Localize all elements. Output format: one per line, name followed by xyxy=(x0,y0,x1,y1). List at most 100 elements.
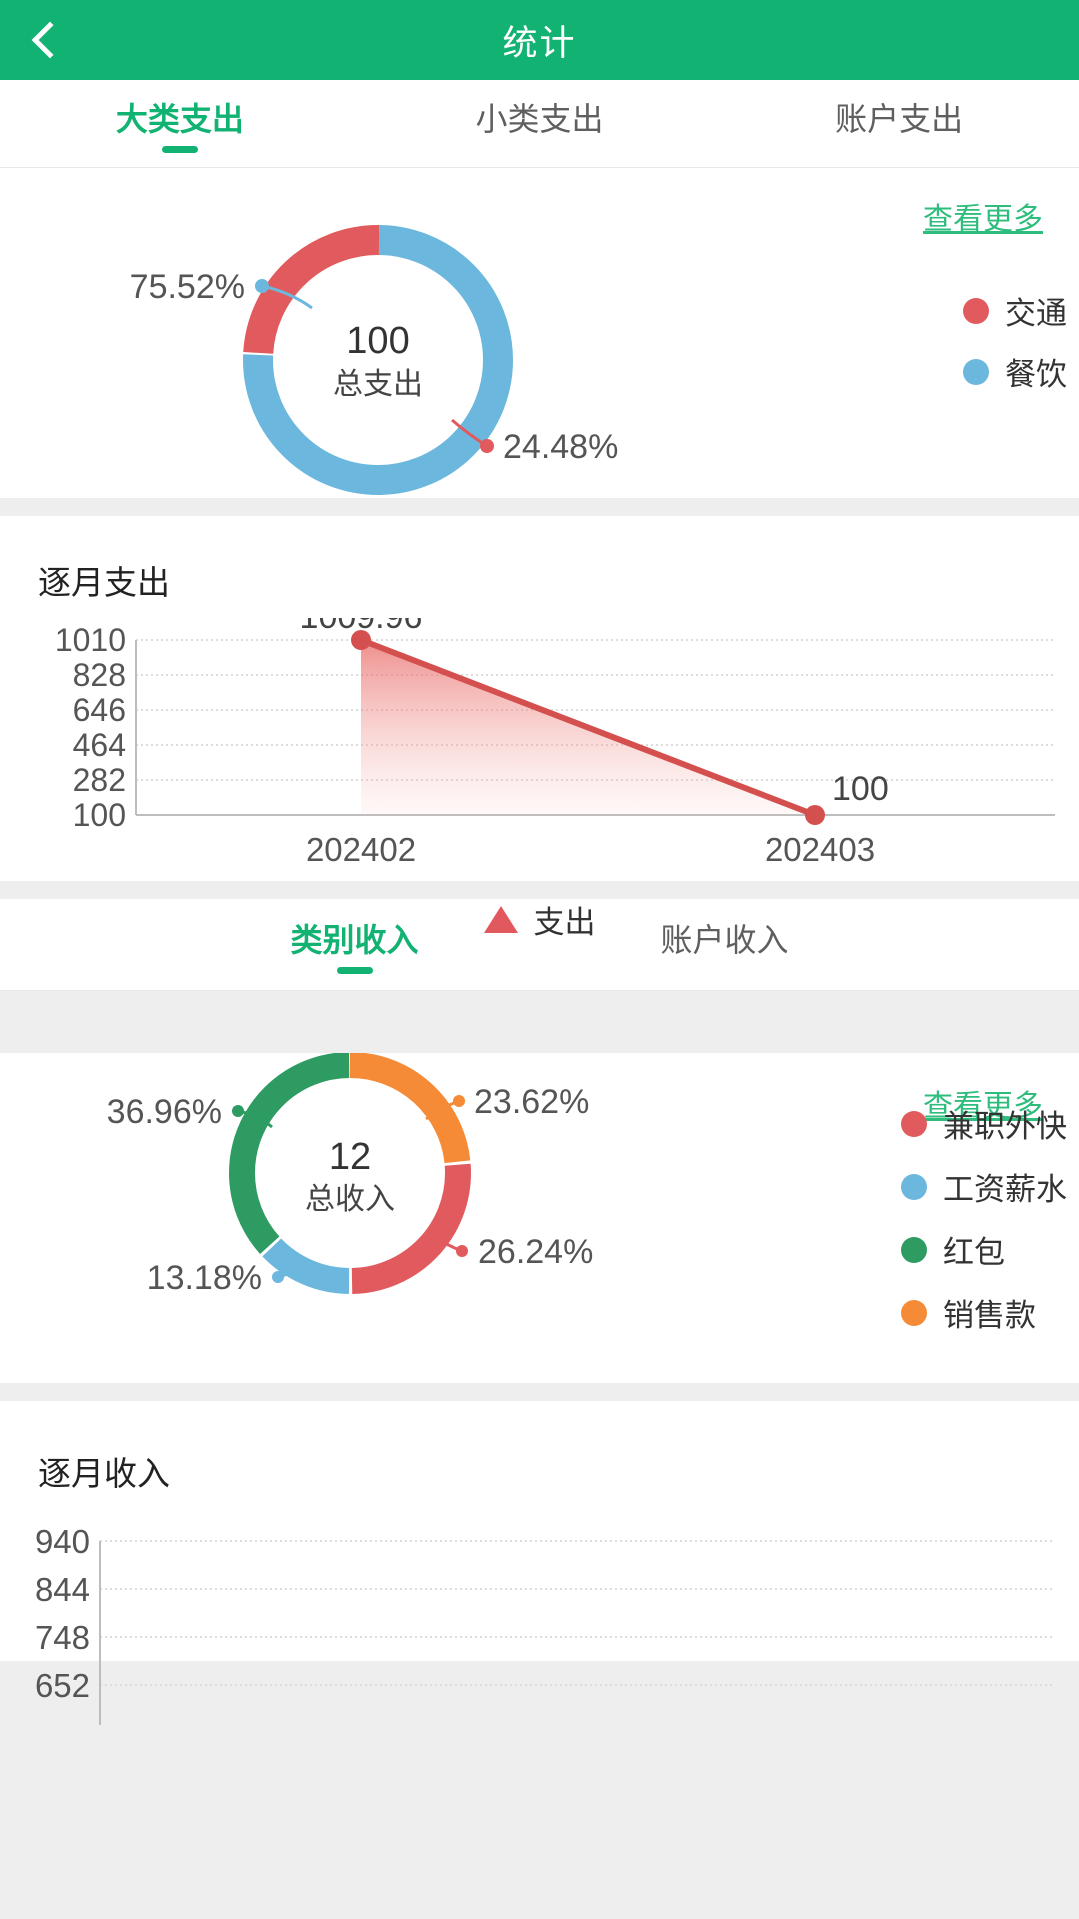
app-header: 统计 xyxy=(0,0,1079,80)
income-donut-legend: 兼职外快 工资薪水 红包 销售款 xyxy=(901,1101,1067,1335)
expense-donut-svg: 75.52% 24.48% 100 总支出 xyxy=(130,225,618,495)
monthly-expense-legend: 支出 xyxy=(0,883,1079,976)
legend-label: 红包 xyxy=(943,1235,1005,1270)
x-tick-label: 202402 xyxy=(306,831,416,868)
legend-label: 餐饮 xyxy=(1005,357,1067,392)
y-tick-label: 1010 xyxy=(55,622,126,658)
tab-underline xyxy=(707,967,743,974)
income-tabbar: 类别收入 账户收入 xyxy=(0,899,1079,991)
monthly-income-card: 逐月收入 940 844 748 652 xyxy=(0,1401,1079,1725)
donut-center-value: 12 xyxy=(329,1136,371,1178)
donut-center-label: 总收入 xyxy=(305,1183,395,1216)
monthly-expense-title: 逐月支出 xyxy=(38,564,170,601)
donut-slice-dining xyxy=(243,225,513,495)
y-tick-label: 282 xyxy=(73,762,126,798)
legend-item[interactable]: 工资薪水 xyxy=(901,1164,1067,1209)
tab-label: 类别收入 xyxy=(290,922,419,958)
legend-dot-icon xyxy=(963,297,989,324)
section-divider xyxy=(0,1383,1079,1401)
data-line xyxy=(359,637,817,818)
legend-item[interactable]: 红包 xyxy=(901,1227,1067,1272)
donut-label-transport-pct: 24.48% xyxy=(503,428,618,466)
expense-donut-card: 查看更多 75.52% 24.48% 100 总支出 xyxy=(0,168,1079,498)
y-tick-label: 828 xyxy=(73,657,126,693)
tab-label: 小类支出 xyxy=(475,101,604,137)
tab-label: 大类支出 xyxy=(115,101,244,137)
legend-label: 支出 xyxy=(533,905,596,940)
y-tick-label: 940 xyxy=(35,1523,90,1560)
legend-item[interactable]: 销售款 xyxy=(901,1290,1067,1335)
leader-line-parttime xyxy=(431,1233,463,1253)
back-button[interactable] xyxy=(0,0,90,80)
donut-label-salary-pct: 13.18% xyxy=(147,1259,262,1297)
donut-label-redpacket-pct: 36.96% xyxy=(107,1093,222,1131)
monthly-expense-chart: 1010 828 646 464 282 100 1009.96 100 202… xyxy=(0,598,1079,940)
tab-underline xyxy=(881,146,917,153)
tab-underline xyxy=(522,146,558,153)
section-divider xyxy=(0,498,1079,516)
monthly-income-svg: 940 844 748 652 xyxy=(35,1523,1055,1725)
income-donut-card: 查看更多 23.62% 26.24% 13.18% xyxy=(0,1053,1079,1383)
tab-account-expense[interactable]: 账户支出 xyxy=(719,80,1079,167)
point-value-label: 1009.96 xyxy=(300,618,423,636)
legend-label: 兼职外快 xyxy=(943,1109,1067,1144)
donut-slice-transport xyxy=(243,225,513,495)
legend-dot-icon xyxy=(901,1110,927,1137)
legend-item[interactable]: 交通 xyxy=(963,288,1067,333)
tab-category-income[interactable]: 类别收入 xyxy=(235,899,475,990)
donut-center-value: 100 xyxy=(346,320,409,362)
y-tick-label: 748 xyxy=(35,1619,90,1656)
y-tick-label: 844 xyxy=(35,1571,90,1608)
monthly-income-title: 逐月收入 xyxy=(38,1455,170,1492)
expense-donut-chart: 75.52% 24.48% 100 总支出 交通 餐饮 xyxy=(0,168,1079,506)
monthly-income-chart: 940 844 748 652 xyxy=(0,1495,1079,1725)
point-value-label: 100 xyxy=(832,770,889,808)
legend-item[interactable]: 兼职外快 xyxy=(901,1101,1067,1146)
tab-sub-category-expense[interactable]: 小类支出 xyxy=(360,80,720,167)
leader-line-redpacket xyxy=(237,1109,273,1129)
back-chevron-icon xyxy=(31,21,69,59)
view-more-income-link[interactable]: 查看更多 xyxy=(923,1090,1043,1123)
section-divider xyxy=(0,881,1079,899)
donut-label-dining-pct: 75.52% xyxy=(130,268,245,306)
legend-label: 交通 xyxy=(1005,296,1067,331)
legend-dot-icon xyxy=(963,358,989,385)
legend-dot-icon xyxy=(901,1236,927,1263)
tab-label: 账户支出 xyxy=(835,101,964,137)
legend-dot-icon xyxy=(901,1299,927,1326)
income-donut-svg: 23.62% 26.24% 13.18% 36.96% 12 总收入 xyxy=(107,1053,593,1297)
leader-line-salary xyxy=(277,1261,307,1279)
donut-label-parttime-pct: 26.24% xyxy=(478,1233,593,1271)
view-more-expense-link[interactable]: 查看更多 xyxy=(923,203,1043,236)
y-tick-label: 652 xyxy=(35,1667,90,1704)
tab-underline xyxy=(161,146,198,153)
legend-label: 工资薪水 xyxy=(943,1172,1067,1207)
leader-line-transport xyxy=(451,418,488,448)
donut-center-label: 总支出 xyxy=(333,368,423,401)
tab-big-category-expense[interactable]: 大类支出 xyxy=(0,80,360,167)
triangle-marker-icon xyxy=(483,906,518,933)
leader-line-dining xyxy=(261,284,313,310)
expense-donut-legend: 交通 餐饮 xyxy=(963,288,1067,394)
page-title: 统计 xyxy=(502,23,577,63)
tab-underline xyxy=(336,967,373,974)
x-tick-label: 202403 xyxy=(765,831,875,868)
expense-tabbar: 大类支出 小类支出 账户支出 xyxy=(0,80,1079,168)
donut-slice-parttime xyxy=(229,1053,471,1294)
income-donut-chart: 23.62% 26.24% 13.18% 36.96% 12 总收入 兼职外快 xyxy=(0,1053,1079,1333)
tab-label: 账户收入 xyxy=(660,922,789,958)
y-tick-label: 100 xyxy=(73,797,126,833)
legend-label: 销售款 xyxy=(943,1298,1036,1333)
legend-item[interactable]: 餐饮 xyxy=(963,349,1067,394)
tab-account-income[interactable]: 账户收入 xyxy=(605,899,845,990)
donut-label-sales-pct: 23.62% xyxy=(474,1083,589,1121)
data-point[interactable] xyxy=(351,630,371,650)
data-point[interactable] xyxy=(805,805,825,825)
monthly-expense-card: 逐月支出 xyxy=(0,516,1079,940)
donut-slice-sales xyxy=(229,1053,471,1294)
leader-line-sales xyxy=(425,1099,460,1121)
monthly-expense-svg: 1010 828 646 464 282 100 1009.96 100 202… xyxy=(55,598,1055,868)
legend-dot-icon xyxy=(901,1173,927,1200)
y-tick-label: 646 xyxy=(73,692,126,728)
